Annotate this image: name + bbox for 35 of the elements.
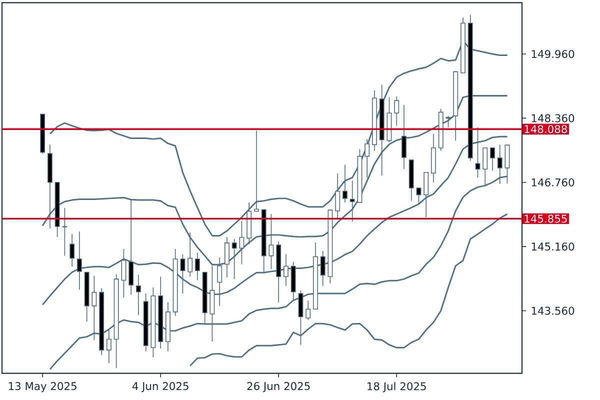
candlestick (364, 138, 370, 178)
candlestick (70, 234, 75, 268)
candlestick (121, 248, 126, 298)
y-tick-label: 149.960 (532, 50, 574, 58)
candlestick (254, 130, 259, 212)
y-tick-label: 148.360 (532, 114, 574, 122)
y-tick-label: 146.760 (532, 178, 574, 186)
candlestick (306, 300, 311, 320)
candlestick (180, 254, 186, 294)
ref-line-label: 145.855 (524, 214, 567, 223)
candlestick (284, 254, 288, 286)
candlestick (335, 173, 340, 220)
x-tick-label: 13 May 2025 (8, 382, 76, 392)
candlestick (490, 147, 495, 172)
ref-line-label: 148.088 (524, 125, 567, 134)
x-tick-label: 4 Jun 2025 (132, 382, 188, 392)
candlestick (342, 164, 348, 203)
candlestick (424, 172, 429, 218)
y-tick-label: 143.560 (532, 306, 574, 315)
x-tick-label: 18 Jul 2025 (368, 382, 426, 392)
candlestick (446, 115, 451, 128)
candlestick (402, 104, 406, 170)
candlestick (62, 208, 68, 256)
candlestick (394, 96, 400, 126)
candlestick (76, 230, 82, 290)
candlestick (92, 275, 97, 340)
candlestick (350, 180, 355, 222)
candlestick (194, 252, 200, 281)
candlestick (106, 328, 112, 364)
y-tick-label: 145.160 (532, 242, 574, 251)
candlestick (298, 290, 304, 346)
candlestick (416, 188, 422, 204)
candlestick (320, 250, 326, 286)
x-tick-label: 26 Jun 2025 (247, 382, 310, 392)
candlestick (136, 274, 141, 316)
